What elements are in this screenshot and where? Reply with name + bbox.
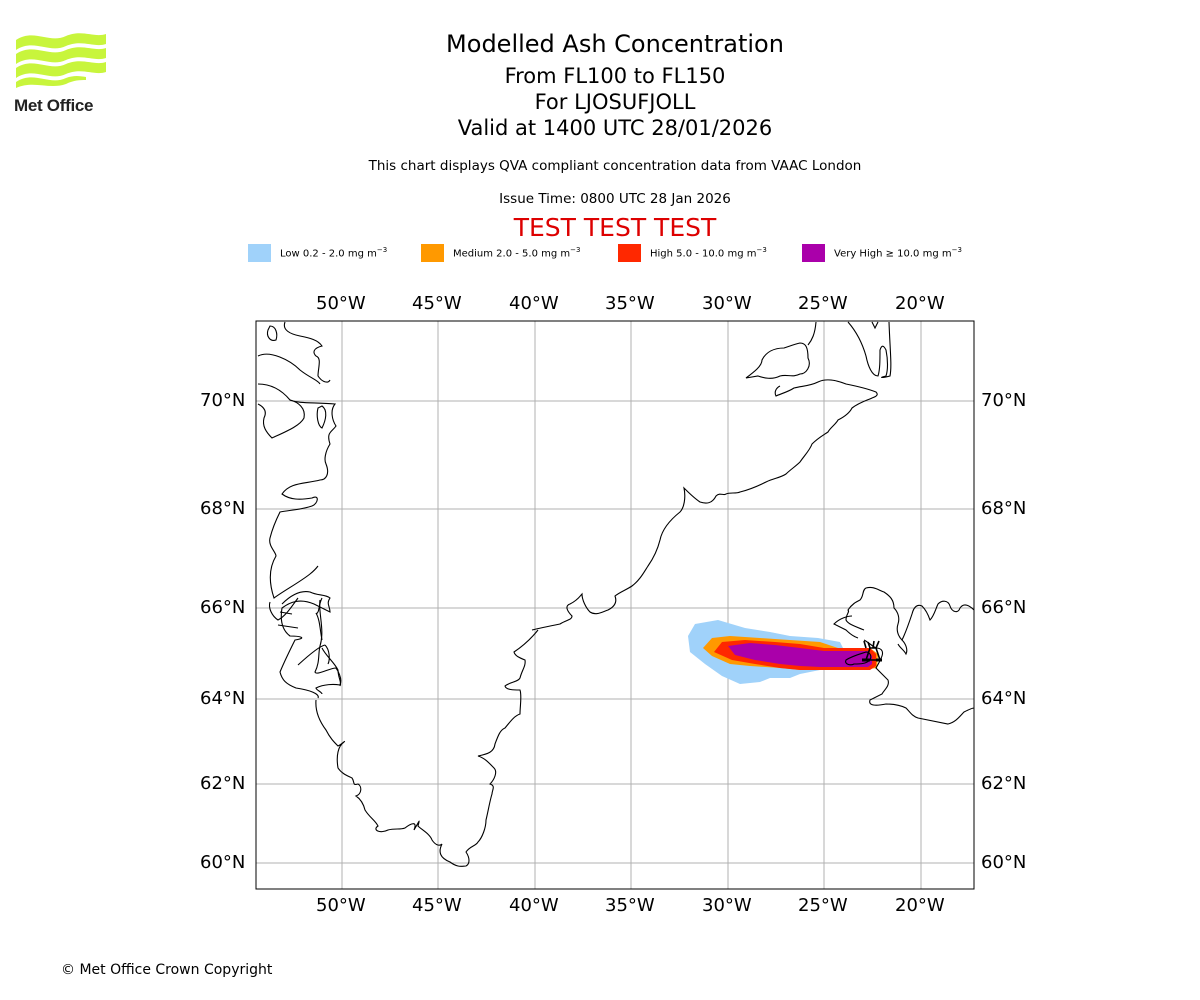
lat-tick-left: 70°N [200, 390, 246, 411]
test-banner: TEST TEST TEST [513, 213, 717, 242]
coastline-iceland [897, 639, 908, 656]
coastline-greenland-west [279, 591, 331, 699]
flight-levels: From FL100 to FL150 [504, 64, 726, 88]
lat-tick-left: 66°N [200, 597, 246, 618]
coastline-iceland [863, 639, 974, 725]
coastline-greenland-south [315, 629, 539, 867]
lon-tick-bottom: 45°W [412, 895, 462, 916]
copyright: © Met Office Crown Copyright [61, 962, 273, 978]
lat-tick-left: 60°N [200, 852, 246, 873]
coastline-greenland-east [531, 379, 878, 631]
lat-tick-right: 60°N [981, 852, 1027, 873]
coastline-greenland-east [745, 342, 810, 379]
issue-time: Issue Time: 0800 UTC 28 Jan 2026 [499, 191, 731, 207]
lat-tick-right: 66°N [981, 597, 1027, 618]
lon-tick-top: 45°W [412, 293, 462, 314]
gridlines [256, 321, 974, 889]
legend-item-medium: Medium 2.0 - 5.0 mg m−3 [421, 244, 580, 262]
lon-tick-top: 35°W [605, 293, 655, 314]
coastline-greenland-southwest [268, 597, 299, 621]
lat-tick-left: 62°N [200, 773, 246, 794]
lon-tick-bottom: 40°W [509, 895, 559, 916]
valid-time: Valid at 1400 UTC 28/01/2026 [457, 116, 773, 140]
map-frame [255, 320, 975, 890]
lat-tick-right: 70°N [981, 390, 1027, 411]
lon-tick-top: 40°W [509, 293, 559, 314]
met-office-waves-icon [16, 33, 106, 88]
legend-label-high: High 5.0 - 10.0 mg m−3 [650, 246, 767, 260]
lon-tick-top: 30°W [702, 293, 752, 314]
coastline-greenland-west [257, 383, 337, 599]
met-office-logo: Met Office [14, 30, 108, 115]
coastline-greenland-east [847, 321, 892, 379]
legend-swatch-medium [421, 244, 444, 262]
lon-tick-bottom: 30°W [702, 895, 752, 916]
legend-item-low: Low 0.2 - 2.0 mg m−3 [248, 244, 387, 262]
coastline-greenland-west [266, 325, 278, 341]
legend-label-medium: Medium 2.0 - 5.0 mg m−3 [453, 246, 581, 260]
lon-tick-bottom: 35°W [605, 895, 655, 916]
lon-tick-bottom: 20°W [895, 895, 945, 916]
lon-tick-top: 25°W [798, 293, 848, 314]
legend-swatch-very-high [802, 244, 825, 262]
lat-tick-right: 62°N [981, 773, 1027, 794]
lat-tick-left: 64°N [200, 688, 246, 709]
coastline-greenland-southwest [277, 611, 299, 629]
coastline-greenland-east [807, 321, 817, 346]
coastline-greenland-southwest [314, 599, 342, 695]
legend-item-very-high: Very High ≥ 10.0 mg m−3 [802, 244, 962, 262]
ash-contour-very-high [728, 643, 872, 667]
coastline-greenland-west [257, 399, 305, 439]
chart-title: Modelled Ash Concentration [446, 30, 784, 58]
coastline-greenland-west [316, 405, 327, 429]
logo-text: Met Office [14, 96, 94, 115]
coastline-greenland-west [315, 597, 323, 615]
ash-plume [688, 620, 878, 684]
legend-item-high: High 5.0 - 10.0 mg m−3 [618, 244, 767, 262]
lat-tick-right: 68°N [981, 498, 1027, 519]
lon-tick-bottom: 25°W [798, 895, 848, 916]
volcano-name: For LJOSUFJOLL [534, 90, 696, 114]
legend-label-low: Low 0.2 - 2.0 mg m−3 [280, 246, 388, 260]
legend-swatch-low [248, 244, 271, 262]
coastline-greenland-southwest [321, 644, 342, 687]
lon-tick-bottom: 50°W [316, 895, 366, 916]
chart-subtitle: This chart displays QVA compliant concen… [368, 158, 862, 174]
legend-swatch-high [618, 244, 641, 262]
coastline-iceland [845, 586, 974, 641]
coastlines [257, 321, 974, 867]
lat-tick-right: 64°N [981, 688, 1027, 709]
lon-tick-top: 20°W [895, 293, 945, 314]
legend-label-very-high: Very High ≥ 10.0 mg m−3 [834, 246, 962, 260]
coastline-greenland-west [257, 353, 321, 385]
coastline-iceland [833, 615, 859, 639]
lon-tick-top: 50°W [316, 293, 366, 314]
coastline-greenland-east [871, 321, 879, 330]
coastline-greenland-west [283, 321, 331, 383]
lat-tick-left: 68°N [200, 498, 246, 519]
volcano-icon [862, 640, 882, 662]
